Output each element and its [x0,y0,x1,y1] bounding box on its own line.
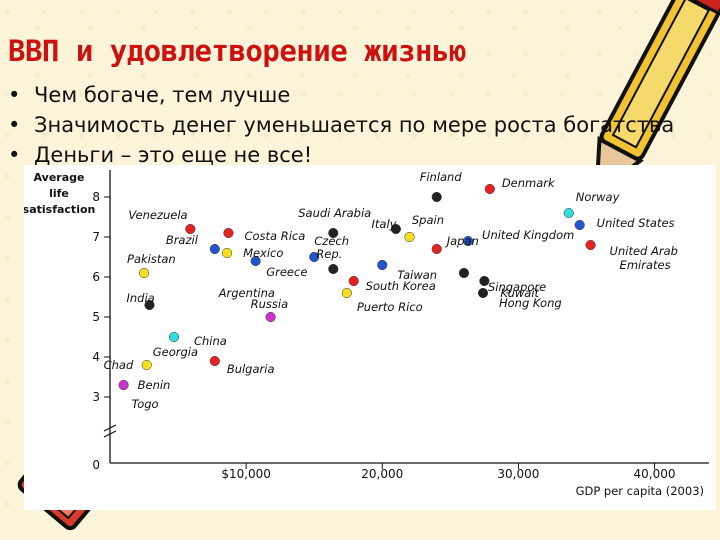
data-point [222,247,233,259]
data-label: Denmark [502,176,556,190]
data-label: Kuwait [500,286,539,300]
data-point [431,243,442,255]
slide-title: ВВП и удовлетворение жизнью [8,34,466,68]
y-axis-label: Average [34,171,85,184]
bullet-icon: • [8,83,21,107]
data-label: Bulgaria [227,362,275,376]
data-point [328,263,339,275]
data-point [144,299,155,311]
data-point [585,239,596,251]
data-point [185,223,196,235]
bullet-item: • Чем богаче, тем лучше [8,80,674,110]
bullet-text: Значимость денег уменьшается по мере рос… [34,113,675,137]
data-point [341,287,352,299]
data-point [377,259,388,271]
data-point [141,359,152,371]
x-tick-label: 40,000 [634,467,676,481]
data-point [574,219,585,231]
bullet-list: • Чем богаче, тем лучше • Значимость денег… [8,80,674,170]
data-point [309,251,320,263]
y-tick-label: 8 [92,190,100,204]
data-label: Venezuela [128,208,187,222]
data-point [458,267,470,279]
data-label: Brazil [166,233,199,247]
data-label: United Arab [610,244,678,258]
data-label: Saudi Arabia [298,206,371,220]
bullet-item: • Деньги – это еще не все! [8,140,674,170]
axis-break-mark [103,430,117,438]
data-label: India [126,291,154,305]
data-label: Italy [372,217,397,231]
y-axis-label: satisfaction [24,203,95,216]
y-tick-label: 5 [92,310,100,324]
data-point [250,255,261,267]
data-point [462,235,474,247]
data-label: Greece [266,265,307,279]
data-label: Emirates [620,258,671,272]
data-label: Togo [132,397,159,411]
data-point [209,243,220,255]
data-point [138,267,150,279]
data-label: Puerto Rico [357,300,423,314]
data-label: Pakistan [127,252,176,266]
data-label: Argentina [218,286,275,300]
bullet-text: Деньги – это еще не все! [34,143,313,167]
data-label: Rep. [316,247,342,261]
y-tick-label: 6 [92,270,100,284]
data-label: Japan [445,234,479,248]
y-tick-label: 3 [92,390,100,404]
bullet-icon: • [8,143,21,167]
data-point [348,275,359,287]
data-label: Finland [420,170,463,184]
data-point [563,207,574,219]
data-label: Chad [104,358,134,372]
data-label: Hong Kong [499,296,562,310]
bullet-icon: • [8,113,21,137]
x-tick-label: 20,000 [361,467,403,481]
data-label: Georgia [153,345,198,359]
data-point [168,331,180,343]
data-label: Benin [138,378,171,392]
y-axis-label: life [49,187,69,200]
bullet-item: • Значимость денег уменьшается по мере ро… [8,110,674,140]
bullet-text: Чем богаче, тем лучше [34,83,291,107]
data-point [209,355,220,367]
data-label: Costa Rica [244,229,305,243]
x-tick-label: $10,000 [221,467,271,481]
data-label: Mexico [243,246,283,260]
data-label: Czech [314,234,349,248]
data-label: Taiwan [397,268,437,282]
data-point [390,223,401,235]
data-point [328,227,339,239]
data-label: China [194,334,227,348]
x-tick-label: 30,000 [497,467,539,481]
data-point [404,231,415,243]
scatter-chart: Average life satisfaction 8 7 6 5 4 3 0 $10,000 20,… [24,165,716,510]
zero-tick-label: 0 [92,458,100,472]
y-tick-label: 4 [92,350,100,364]
data-label: United States [597,216,675,230]
data-point [479,275,490,287]
data-point [265,311,276,323]
axis-break-mark [103,424,117,432]
data-point [477,287,489,299]
data-label: Norway [576,190,620,204]
y-tick-label: 7 [92,230,100,244]
x-axis-label: GDP per capita (2003) [576,484,704,498]
data-label: Spain [412,213,444,227]
data-label: Singapore [488,280,546,294]
data-point [223,227,234,239]
data-point [484,183,495,195]
data-label: United Kingdom [482,228,574,242]
data-label: Russia [251,297,289,311]
data-point [118,379,129,391]
data-point [431,191,442,203]
data-label: South Korea [366,279,436,293]
